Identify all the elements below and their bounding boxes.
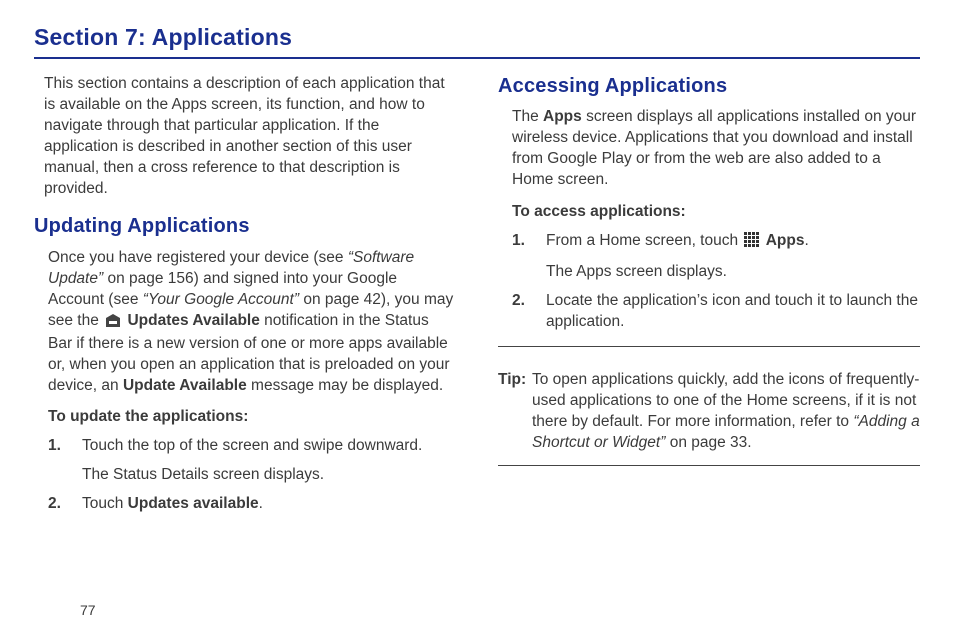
step-number: 2. xyxy=(512,290,546,332)
step-body: Touch Updates available. xyxy=(82,493,456,514)
to-access-subheading: To access applications: xyxy=(512,201,920,222)
right-column: Accessing Applications The Apps screen d… xyxy=(498,73,920,523)
step-body: Touch the top of the screen and swipe do… xyxy=(82,435,456,485)
bold-run: Apps xyxy=(543,108,582,125)
bold-run: Updates available xyxy=(128,495,259,512)
tip-block: Tip: To open applications quickly, add t… xyxy=(498,346,920,466)
manual-page: Section 7: Applications This section con… xyxy=(0,0,954,636)
step-body: From a Home screen, touch Apps. The Apps… xyxy=(546,230,920,282)
step-result: The Apps screen displays. xyxy=(546,261,920,282)
page-number: 77 xyxy=(80,602,96,618)
list-item: 2. Locate the application’s icon and tou… xyxy=(512,290,920,332)
text-run: The xyxy=(512,108,543,125)
step-number: 1. xyxy=(512,230,546,282)
bold-run: Apps xyxy=(766,232,805,249)
text-run: . xyxy=(804,232,808,249)
update-steps-list: 1. Touch the top of the screen and swipe… xyxy=(48,435,456,514)
tip-body: To open applications quickly, add the ic… xyxy=(532,369,920,453)
bold-run: Update Available xyxy=(123,377,247,394)
access-steps-list: 1. From a Home screen, touch Apps. The A… xyxy=(512,230,920,332)
text-run: on page 33. xyxy=(665,434,751,451)
accessing-applications-heading: Accessing Applications xyxy=(498,73,920,100)
text-run: message may be displayed. xyxy=(247,377,443,394)
update-badge-icon xyxy=(105,312,121,333)
updating-paragraph: Once you have registered your device (se… xyxy=(48,247,456,397)
to-update-subheading: To update the applications: xyxy=(48,406,456,427)
step-number: 2. xyxy=(48,493,82,514)
left-column: This section contains a description of e… xyxy=(34,73,456,523)
step-body: Locate the application’s icon and touch … xyxy=(546,290,920,332)
intro-paragraph: This section contains a description of e… xyxy=(34,73,456,199)
bold-run: Updates Available xyxy=(127,312,259,329)
section-title: Section 7: Applications xyxy=(34,24,920,59)
apps-grid-icon xyxy=(744,232,759,253)
list-item: 1. From a Home screen, touch Apps. The A… xyxy=(512,230,920,282)
step-number: 1. xyxy=(48,435,82,485)
text-run: . xyxy=(259,495,263,512)
text-run: Touch xyxy=(82,495,128,512)
step-result: The Status Details screen displays. xyxy=(82,464,456,485)
tip-label: Tip: xyxy=(498,369,532,453)
text-run: Touch the top of the screen and swipe do… xyxy=(82,437,422,454)
two-column-layout: This section contains a description of e… xyxy=(34,73,920,523)
text-run: Once you have registered your device (se… xyxy=(48,249,348,266)
list-item: 2. Touch Updates available. xyxy=(48,493,456,514)
text-run: From a Home screen, touch xyxy=(546,232,742,249)
updating-applications-heading: Updating Applications xyxy=(34,213,456,240)
list-item: 1. Touch the top of the screen and swipe… xyxy=(48,435,456,485)
cross-reference: “Your Google Account” xyxy=(143,291,299,308)
accessing-paragraph: The Apps screen displays all application… xyxy=(512,106,920,190)
